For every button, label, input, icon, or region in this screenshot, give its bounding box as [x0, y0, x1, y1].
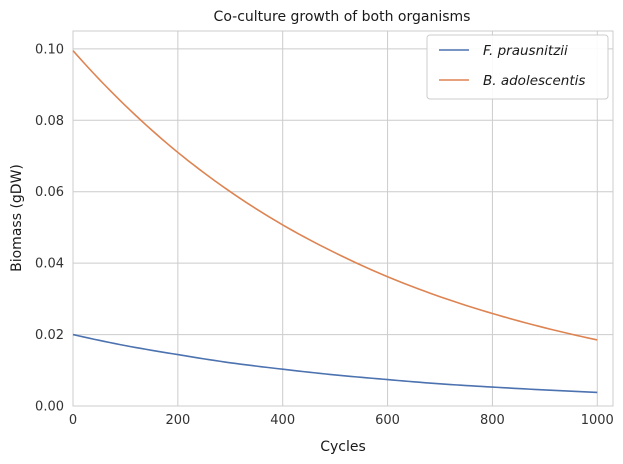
y-tick-label: 0.10 [35, 42, 64, 57]
chart-title: Co-culture growth of both organisms [214, 9, 471, 25]
y-axis-ticks: 0.00 0.02 0.04 0.06 0.08 0.10 [35, 42, 64, 414]
x-tick-label: 600 [375, 413, 400, 428]
x-axis-label: Cycles [320, 439, 366, 455]
grid [72, 31, 613, 407]
x-tick-label: 200 [165, 413, 190, 428]
y-axis-label: Biomass (gDW) [9, 164, 25, 272]
y-tick-label: 0.02 [35, 328, 64, 343]
x-tick-label: 800 [480, 413, 505, 428]
legend-label-b-adolescentis: B. adolescentis [483, 73, 585, 89]
legend-label-f-prausnitzii: F. prausnitzii [483, 43, 568, 59]
legend: F. prausnitzii B. adolescentis [426, 34, 609, 100]
x-tick-label: 400 [270, 413, 295, 428]
series-line-b-adolescentis [72, 50, 598, 341]
x-axis-ticks: 0 200 400 600 800 1000 [69, 413, 614, 428]
y-tick-label: 0.04 [35, 257, 64, 272]
y-tick-label: 0.00 [35, 400, 64, 415]
legend-box [426, 34, 609, 100]
series-line-f-prausnitzii [72, 333, 598, 394]
x-tick-label: 0 [69, 413, 77, 428]
series-layer [72, 50, 598, 394]
x-tick-label: 1000 [581, 413, 614, 428]
y-tick-label: 0.06 [35, 185, 64, 200]
y-tick-label: 0.08 [35, 114, 64, 129]
